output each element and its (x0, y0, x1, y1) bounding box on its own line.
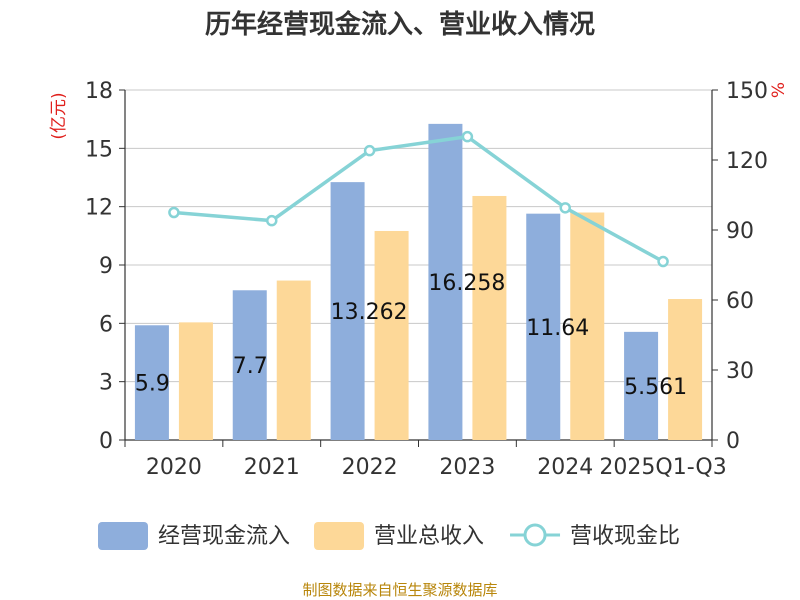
legend-label: 营业总收入 (374, 524, 484, 549)
ratio-line (168, 130, 669, 268)
bar-cash-inflow (526, 213, 561, 440)
bar-revenue (276, 280, 311, 440)
ratio-point (266, 214, 278, 227)
bar-revenue (472, 195, 507, 440)
bar-cash-inflow (428, 123, 463, 440)
legend-label: 营收现金比 (570, 524, 680, 549)
axes: 0 3 6 9 12 15 18 0 30 60 90 120 150 (亿元)% 2020 2021 2022… (49, 79, 789, 480)
right-tick-label: 30 (726, 359, 754, 384)
chart-title: 历年经营现金流入、营业收入情况 (205, 9, 595, 40)
left-tick-label: 9 (99, 254, 113, 279)
source-note: 制图数据来自恒生聚源数据库 (302, 581, 497, 599)
bar-revenue (570, 212, 605, 440)
right-tick-label: 90 (726, 219, 754, 244)
ratio-point (363, 144, 376, 157)
legend-label: 经营现金流入 (158, 524, 290, 549)
legend-swatch-marker (523, 523, 547, 547)
grid (125, 89, 712, 383)
ratio-line-path (173, 134, 664, 264)
left-tick-label: 12 (85, 196, 113, 221)
right-tick-label: 150 (726, 79, 768, 104)
left-tick-label: 18 (85, 79, 113, 104)
bar-data-label: 5.561 (624, 375, 687, 400)
bar-revenue (178, 322, 213, 440)
right-tick-label: 60 (726, 289, 754, 314)
left-axis-unit: (亿元) (49, 92, 69, 139)
bar-cash-inflow (134, 325, 169, 440)
left-tick-label: 0 (99, 429, 113, 454)
right-tick-label: 120 (726, 149, 768, 174)
legend-swatch-cash-inflow (98, 522, 148, 550)
bar-cash-inflow (624, 331, 659, 440)
left-tick-label: 3 (99, 371, 113, 396)
bar-data-label: 5.9 (135, 372, 170, 397)
bar-cash-inflow (330, 182, 365, 440)
bar-data-label: 7.7 (233, 354, 268, 379)
legend-swatch-revenue (314, 522, 365, 550)
x-tick-label: 2024 (537, 455, 593, 480)
right-axis-unit: % (769, 82, 789, 98)
right-tick-label: 0 (726, 429, 740, 454)
ratio-point (168, 206, 180, 219)
x-tick-label: 2023 (439, 455, 495, 480)
bar-data-label: 16.258 (428, 271, 505, 296)
bars (134, 123, 703, 440)
bar-revenue (668, 299, 703, 440)
x-tick-label: 2020 (146, 455, 202, 480)
left-tick-label: 15 (85, 137, 113, 162)
ratio-point (461, 130, 474, 143)
left-tick-label: 6 (99, 312, 113, 337)
bar-revenue (374, 230, 409, 440)
ratio-point (657, 255, 669, 268)
data-labels: 5.9 7.7 13.262 16.258 11.64 5.561 (135, 271, 687, 400)
x-tick-label: 2025Q1-Q3 (599, 455, 726, 480)
x-tick-label: 2021 (244, 455, 300, 480)
x-tick-label: 2022 (342, 455, 398, 480)
legend[interactable]: 经营现金流入 营业总收入 营收现金比 (98, 522, 680, 550)
bar-cash-inflow (232, 290, 267, 440)
bar-data-label: 11.64 (526, 316, 589, 341)
ratio-point (559, 202, 571, 214)
bar-data-label: 13.262 (331, 300, 408, 325)
